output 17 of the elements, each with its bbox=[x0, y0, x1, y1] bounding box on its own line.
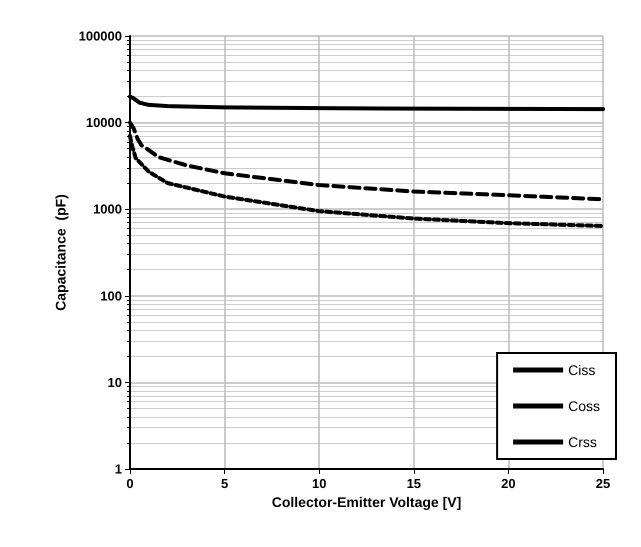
y-tick-label: 100 bbox=[100, 288, 122, 304]
y-tick-label: 1 bbox=[114, 462, 122, 476]
x-tick-label: 25 bbox=[596, 476, 610, 491]
y-tick-label: 1000 bbox=[93, 202, 122, 217]
x-tick-label: 10 bbox=[312, 476, 326, 491]
y-tick-label: 10 bbox=[108, 374, 122, 390]
x-tick-label: 20 bbox=[501, 476, 516, 491]
legend-label: Coss bbox=[568, 398, 600, 414]
y-tick-label: 10000 bbox=[86, 115, 122, 130]
x-tick-label: 5 bbox=[220, 476, 228, 491]
y-axis-title: Capacitance (pF) bbox=[52, 194, 69, 311]
x-tick-label: 0 bbox=[126, 476, 134, 491]
legend-label: Crss bbox=[568, 434, 597, 450]
legend-label: Ciss bbox=[568, 362, 596, 378]
x-axis-title: Collector-Emitter Voltage [V] bbox=[272, 494, 462, 510]
x-tick-label: 15 bbox=[406, 476, 422, 491]
y-tick-label: 100000 bbox=[78, 28, 122, 44]
